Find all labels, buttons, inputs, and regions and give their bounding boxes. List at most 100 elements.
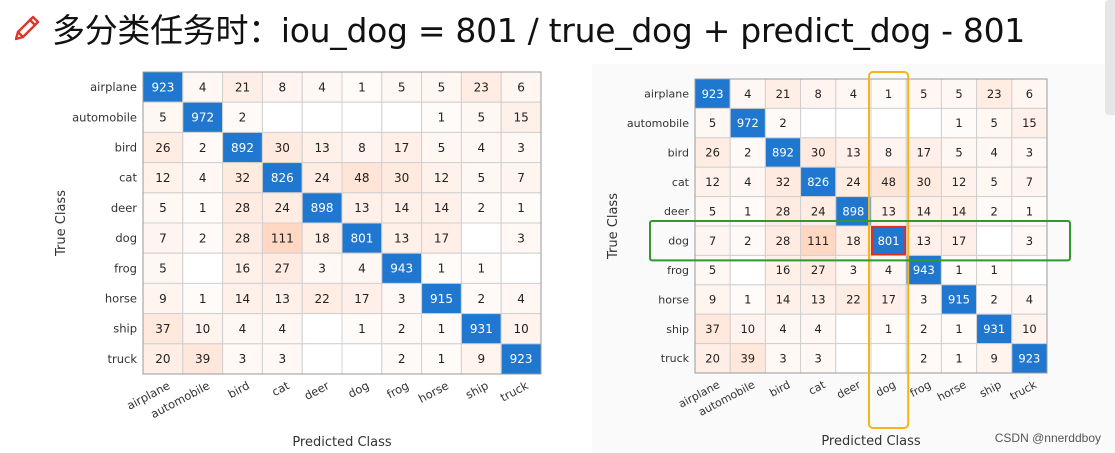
cell-value-dog-frog: 13 xyxy=(394,231,409,245)
cell-automobile-frog xyxy=(905,107,942,139)
cell-value-cat-frog: 30 xyxy=(916,175,931,189)
cell-value-airplane-deer: 4 xyxy=(850,87,857,101)
y-tick-label-automobile: automobile xyxy=(72,110,137,124)
cell-value-cat-truck: 7 xyxy=(1026,175,1033,189)
cell-bird-airplane xyxy=(142,131,184,164)
x-tick-label-frog: frog xyxy=(908,378,933,400)
cell-bird-dog xyxy=(870,137,907,168)
cell-value-horse-truck: 4 xyxy=(517,292,525,306)
cell-bird-ship xyxy=(460,131,502,164)
cell-ship-deer xyxy=(835,313,872,345)
y-tick-label-horse: horse xyxy=(105,292,137,306)
cell-value-dog-truck: 3 xyxy=(1026,234,1033,248)
y-tick-label-dog: dog xyxy=(668,235,689,248)
cell-truck-horse xyxy=(940,343,978,374)
cell-value-automobile-bird: 2 xyxy=(779,116,786,130)
x-tick-label-dog: dog xyxy=(874,378,898,399)
cell-deer-ship xyxy=(460,192,502,224)
cell-value-automobile-horse: 1 xyxy=(955,116,962,130)
cell-value-deer-ship: 2 xyxy=(991,204,998,218)
cell-value-frog-horse: 1 xyxy=(438,262,446,276)
cell-truck-truck xyxy=(1011,343,1048,374)
x-tick-label-ship: ship xyxy=(977,378,1003,400)
y-tick-label-bird: bird xyxy=(668,146,689,159)
cell-bird-horse xyxy=(940,137,978,168)
page-title: 多分类任务时：iou_dog = 801 / true_dog + predic… xyxy=(52,11,1025,50)
cell-airplane-dog xyxy=(870,78,907,109)
cell-value-cat-ship: 5 xyxy=(991,175,998,189)
x-tick-label-deer: deer xyxy=(835,378,864,401)
cell-value-automobile-truck: 15 xyxy=(513,111,528,125)
cell-value-deer-dog: 13 xyxy=(881,204,896,218)
cell-airplane-frog xyxy=(381,71,423,103)
window-edge-scrollbar[interactable] xyxy=(1105,0,1115,115)
x-axis-label: Predicted Class xyxy=(821,434,921,449)
cell-automobile-ship xyxy=(976,107,1013,139)
cell-value-dog-deer: 18 xyxy=(846,234,861,248)
cell-value-cat-bird: 32 xyxy=(776,175,791,189)
cell-value-frog-horse: 1 xyxy=(955,263,962,277)
cell-airplane-ship xyxy=(976,78,1013,109)
cell-value-bird-dog: 8 xyxy=(885,146,892,160)
cell-value-deer-truck: 1 xyxy=(1026,204,1033,218)
cell-value-automobile-truck: 15 xyxy=(1022,116,1037,130)
cell-value-truck-frog: 2 xyxy=(920,351,927,365)
cell-ship-dog xyxy=(341,313,383,345)
cell-value-ship-dog: 1 xyxy=(358,322,366,336)
cell-bird-deer xyxy=(301,131,343,164)
cell-value-ship-airplane: 37 xyxy=(155,322,170,336)
cell-truck-bird xyxy=(222,343,263,375)
cell-value-frog-cat: 27 xyxy=(811,263,826,277)
cell-value-frog-dog: 4 xyxy=(885,263,892,277)
cell-value-horse-dog: 17 xyxy=(354,292,369,306)
cell-value-horse-automobile: 1 xyxy=(744,293,751,307)
cell-value-frog-cat: 27 xyxy=(275,262,290,276)
cell-value-dog-bird: 28 xyxy=(776,234,791,248)
cell-value-automobile-ship: 5 xyxy=(991,116,998,130)
cell-bird-bird xyxy=(222,131,263,164)
cell-dog-cat xyxy=(261,222,303,254)
cell-value-airplane-ship: 23 xyxy=(474,80,489,94)
cell-value-bird-cat: 30 xyxy=(275,141,290,155)
cell-frog-ship xyxy=(460,252,502,284)
cell-horse-truck xyxy=(500,282,542,315)
cell-value-ship-ship: 931 xyxy=(470,322,493,336)
cell-automobile-automobile xyxy=(729,107,766,139)
cell-value-airplane-truck: 6 xyxy=(1026,87,1033,101)
cell-value-horse-frog: 3 xyxy=(920,293,927,307)
cell-value-truck-truck: 923 xyxy=(1018,351,1040,365)
cell-bird-airplane xyxy=(694,137,731,168)
cell-value-ship-horse: 1 xyxy=(955,322,962,336)
cell-value-horse-cat: 13 xyxy=(811,293,826,307)
cell-value-frog-frog: 943 xyxy=(390,262,413,276)
cell-horse-deer xyxy=(835,284,872,315)
cell-value-automobile-ship: 5 xyxy=(477,111,485,125)
cell-value-deer-frog: 14 xyxy=(916,204,931,218)
cell-value-cat-dog: 48 xyxy=(354,171,369,185)
cell-value-horse-deer: 22 xyxy=(314,292,329,306)
cell-horse-truck xyxy=(1011,284,1048,315)
y-tick-label-bird: bird xyxy=(115,141,137,155)
cell-dog-automobile xyxy=(729,225,766,256)
cell-value-automobile-airplane: 5 xyxy=(159,111,167,125)
y-tick-label-truck: truck xyxy=(661,352,690,365)
y-tick-label-frog: frog xyxy=(667,264,689,277)
cell-bird-frog xyxy=(905,137,942,168)
cell-value-ship-automobile: 10 xyxy=(195,322,210,336)
cell-dog-horse xyxy=(940,225,978,256)
cell-ship-horse xyxy=(421,313,462,345)
cell-value-airplane-cat: 8 xyxy=(815,87,822,101)
cell-horse-frog xyxy=(905,284,942,315)
cell-dog-horse xyxy=(421,222,462,254)
cell-truck-dog xyxy=(870,343,907,374)
cell-value-cat-cat: 826 xyxy=(271,171,294,185)
cell-value-ship-frog: 2 xyxy=(920,322,927,336)
cell-value-horse-frog: 3 xyxy=(398,292,406,306)
highlight-column-dog xyxy=(868,71,910,429)
cell-value-dog-deer: 18 xyxy=(314,231,329,245)
cell-value-automobile-automobile: 972 xyxy=(737,116,759,130)
cell-value-ship-automobile: 10 xyxy=(740,322,755,336)
cell-value-horse-bird: 14 xyxy=(235,292,250,306)
cell-deer-automobile xyxy=(182,192,224,224)
